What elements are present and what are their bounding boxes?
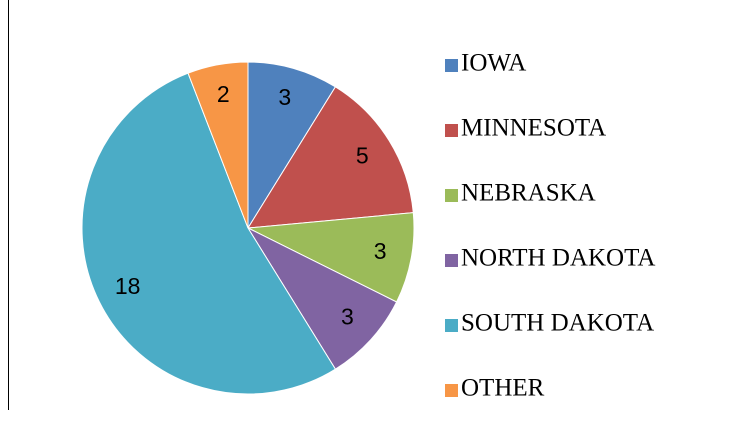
legend-label: MINNESOTA [461,115,606,142]
data-label: 3 [278,84,291,110]
data-label: 3 [341,304,354,330]
legend-swatch [445,189,458,202]
legend-label: NORTH DAKOTA [461,245,655,272]
legend-swatch [445,124,458,137]
pie-slice [187,61,249,229]
legend-label: IOWA [461,50,526,77]
legend-swatch [445,384,458,397]
pie-slice [81,72,337,395]
data-label: 2 [217,81,230,107]
legend-swatch [445,59,458,72]
pie-slice [247,61,337,230]
pie-slice [247,86,414,229]
data-label: 5 [356,142,369,168]
data-label: 3 [374,238,387,264]
data-label: 18 [115,273,141,299]
legend-swatch [445,254,458,267]
legend-label: OTHER [461,375,545,402]
legend-label: SOUTH DAKOTA [461,310,654,337]
legend-label: NEBRASKA [461,180,596,207]
pie-slice [246,212,415,303]
pie-slice [246,226,398,370]
legend-swatch [445,319,458,332]
